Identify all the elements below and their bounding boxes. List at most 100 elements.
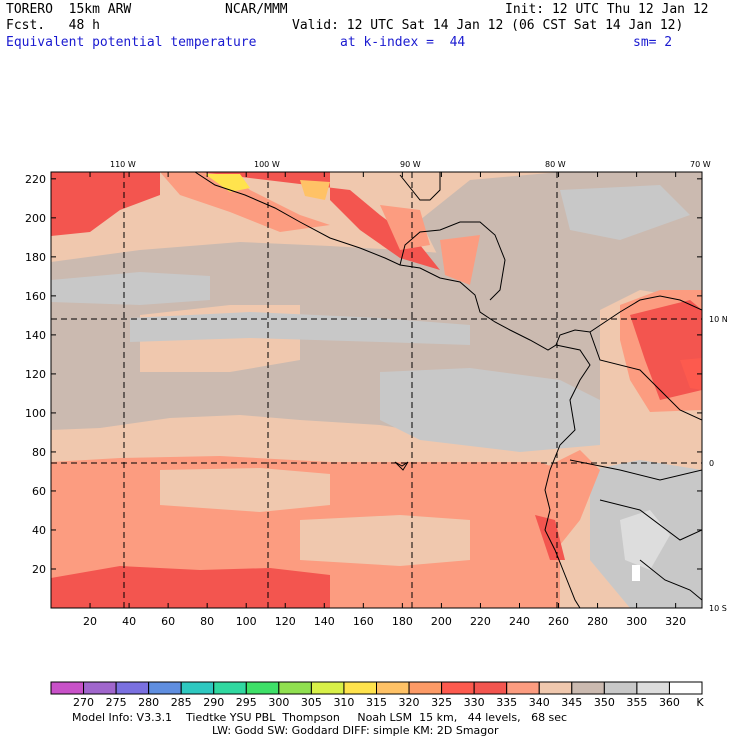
color-bar-swatch bbox=[603, 681, 638, 695]
color-bar-swatch bbox=[668, 681, 703, 695]
y-tick-label: 160 bbox=[25, 290, 46, 303]
color-bar: 270 275 280 285 290 295 300 305 310 315 320 325 330 3… bbox=[50, 681, 704, 709]
color-bar-label: 325 bbox=[431, 696, 452, 709]
plot-frame bbox=[50, 171, 703, 609]
color-bar-swatch bbox=[343, 681, 378, 695]
y-tick-label: 80 bbox=[32, 446, 46, 459]
color-bar-swatch bbox=[83, 681, 117, 695]
color-bar-label: 340 bbox=[529, 696, 550, 709]
color-bar-label: 295 bbox=[236, 696, 257, 709]
x-tick-label: 300 bbox=[626, 615, 647, 628]
color-bar-label: 280 bbox=[138, 696, 159, 709]
lon-label-80w: 80 W bbox=[545, 160, 566, 169]
x-tick-label: 160 bbox=[353, 615, 374, 628]
lat-lon-grid bbox=[51, 172, 702, 608]
coastlines bbox=[194, 172, 702, 608]
y-tick-label: 180 bbox=[25, 251, 46, 264]
y-tick-label: 100 bbox=[25, 407, 46, 420]
color-bar-swatch bbox=[408, 681, 443, 695]
x-tick-label: 100 bbox=[236, 615, 257, 628]
field-colombia-hot bbox=[630, 300, 702, 400]
color-bar-label: 345 bbox=[561, 696, 582, 709]
x-tick-label: 80 bbox=[200, 615, 214, 628]
field-light-grey-region bbox=[380, 368, 600, 452]
lat-label-10n: 10 N bbox=[709, 315, 728, 324]
field-name: Equivalent potential temperature bbox=[6, 35, 257, 50]
color-bar-label: 330 bbox=[464, 696, 485, 709]
color-bar-swatch bbox=[180, 681, 215, 695]
model-info: Model Info: V3.3.1 Tiedtke YSU PBL Thomp… bbox=[72, 711, 568, 724]
color-bar-label: 320 bbox=[399, 696, 420, 709]
model-title: TORERO 15km ARW bbox=[6, 2, 132, 17]
field-andes-light bbox=[620, 510, 670, 570]
level-info: at k-index = 44 bbox=[340, 35, 466, 50]
field-colombia-peak bbox=[680, 358, 702, 390]
color-bar-label: K bbox=[696, 696, 704, 709]
field-andes-white bbox=[632, 565, 640, 581]
color-bar-swatch bbox=[636, 681, 670, 695]
y-tick-label: 140 bbox=[25, 329, 46, 342]
color-bar-swatch bbox=[278, 681, 312, 695]
field-light-grey-band bbox=[51, 272, 210, 305]
color-bar-label: 290 bbox=[203, 696, 224, 709]
x-tick-label: 260 bbox=[548, 615, 569, 628]
color-bar-label: 305 bbox=[301, 696, 322, 709]
field-mexico-warm bbox=[160, 172, 330, 232]
field-southern-cool-patch bbox=[300, 515, 470, 566]
field-mexico-peak bbox=[205, 174, 250, 192]
top-lon-labels: 110 W 100 W 90 W 80 W 70 W bbox=[110, 160, 711, 169]
init-time: Init: 12 UTC Thu 12 Jan 12 bbox=[505, 2, 709, 17]
field-yucatan-warm bbox=[380, 205, 430, 250]
y-tick-label: 40 bbox=[32, 524, 46, 537]
color-bar-swatch bbox=[148, 681, 182, 695]
x-tick-label: 120 bbox=[275, 615, 296, 628]
field-light-grey-region bbox=[560, 185, 690, 240]
x-tick-label: 60 bbox=[161, 615, 175, 628]
color-bar-swatch bbox=[310, 681, 345, 695]
color-bar-swatch bbox=[441, 681, 475, 695]
lon-label-70w: 70 W bbox=[690, 160, 711, 169]
center-label: NCAR/MMM bbox=[225, 2, 288, 17]
field-southern-cool-patch bbox=[160, 468, 330, 512]
y-axis-ticks: 220 200 180 160 140 120 100 80 60 40 20 bbox=[25, 173, 702, 576]
lat-label-10s: 10 S bbox=[709, 604, 727, 613]
x-tick-label: 180 bbox=[392, 615, 413, 628]
x-tick-label: 280 bbox=[587, 615, 608, 628]
field-mexico-hot bbox=[200, 172, 440, 270]
theta-e-field bbox=[51, 172, 702, 608]
color-bar-swatch bbox=[538, 681, 573, 695]
x-tick-label: 320 bbox=[665, 615, 686, 628]
color-bar-swatch bbox=[376, 681, 410, 695]
y-tick-label: 120 bbox=[25, 368, 46, 381]
y-tick-label: 220 bbox=[25, 173, 46, 186]
color-bar-label: 310 bbox=[333, 696, 354, 709]
lon-label-100w: 100 W bbox=[254, 160, 280, 169]
color-bar-label: 275 bbox=[106, 696, 127, 709]
color-bar-label: 355 bbox=[626, 696, 647, 709]
color-bar-swatch bbox=[245, 681, 280, 695]
x-tick-label: 220 bbox=[470, 615, 491, 628]
x-axis-ticks: 20 40 60 80 100 120 140 160 180 200 220 240 260 280 30… bbox=[83, 172, 686, 628]
color-bar-swatch bbox=[50, 681, 85, 695]
field-nw-hot bbox=[51, 172, 160, 236]
color-bar-label: 360 bbox=[659, 696, 680, 709]
y-tick-label: 20 bbox=[32, 563, 46, 576]
lon-label-90w: 90 W bbox=[400, 160, 421, 169]
physics-info: LW: Godd SW: Goddard DIFF: simple KM: 2D… bbox=[212, 724, 499, 737]
y-tick-label: 200 bbox=[25, 212, 46, 225]
field-central-america-warm bbox=[440, 235, 480, 285]
color-bar-label: 285 bbox=[171, 696, 192, 709]
field-southern-hot bbox=[51, 566, 330, 608]
color-bar-swatch bbox=[473, 681, 508, 695]
y-tick-label: 60 bbox=[32, 485, 46, 498]
color-bar-swatch bbox=[571, 681, 605, 695]
field-mexico-peak bbox=[300, 180, 330, 200]
field-light-grey-band bbox=[130, 312, 470, 345]
smoothing-info: sm= 2 bbox=[633, 35, 673, 50]
x-tick-label: 40 bbox=[122, 615, 136, 628]
field-peru-coast-hot bbox=[535, 515, 565, 560]
x-tick-label: 240 bbox=[509, 615, 530, 628]
valid-time: Valid: 12 UTC Sat 14 Jan 12 (06 CST Sat … bbox=[292, 18, 684, 33]
x-tick-label: 20 bbox=[83, 615, 97, 628]
color-bar-swatch bbox=[115, 681, 150, 695]
